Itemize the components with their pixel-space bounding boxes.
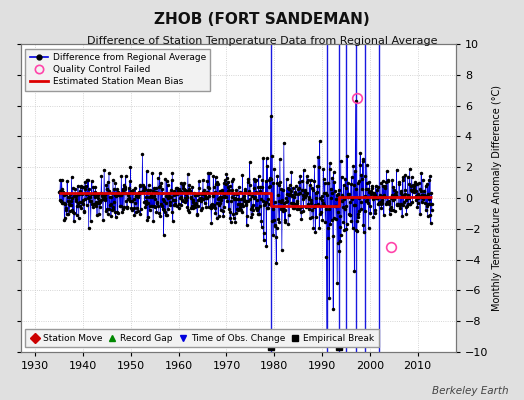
Text: ZHOB (FORT SANDEMAN): ZHOB (FORT SANDEMAN) xyxy=(154,12,370,27)
Y-axis label: Monthly Temperature Anomaly Difference (°C): Monthly Temperature Anomaly Difference (… xyxy=(493,85,503,311)
Legend: Station Move, Record Gap, Time of Obs. Change, Empirical Break: Station Move, Record Gap, Time of Obs. C… xyxy=(26,330,379,348)
Text: Difference of Station Temperature Data from Regional Average: Difference of Station Temperature Data f… xyxy=(87,36,437,46)
Text: Berkeley Earth: Berkeley Earth xyxy=(432,386,508,396)
